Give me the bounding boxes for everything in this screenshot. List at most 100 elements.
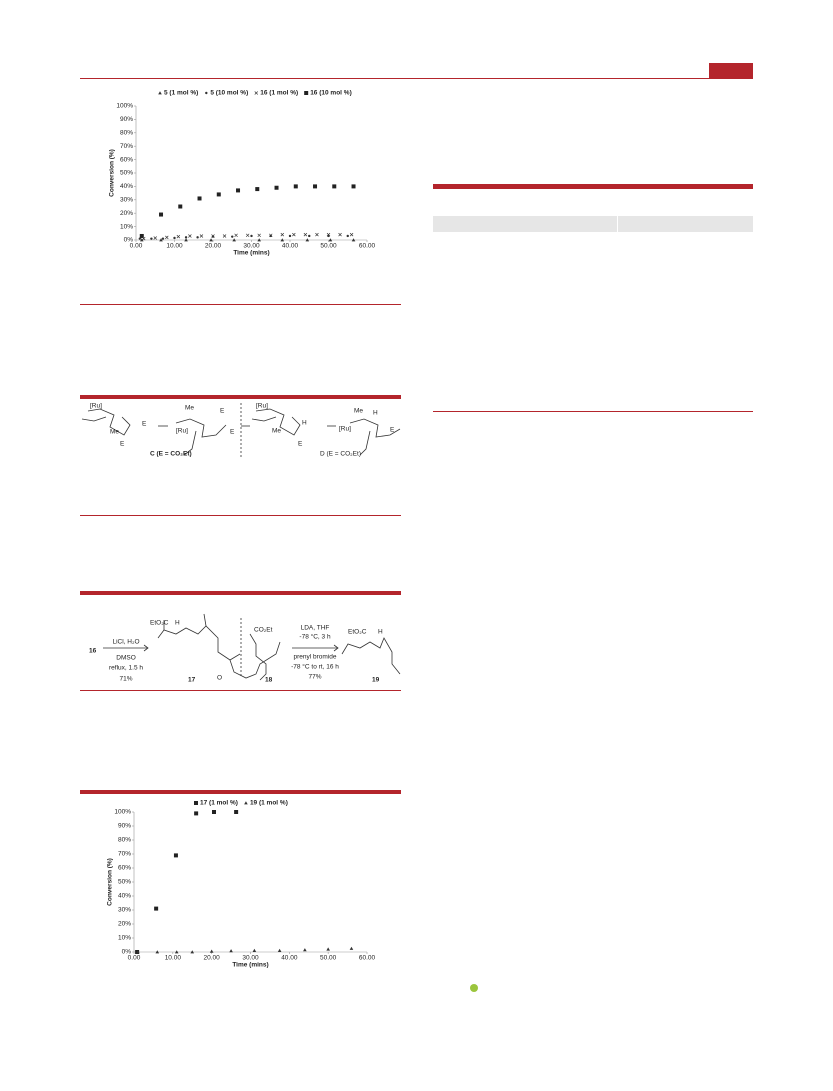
y-tick-label: 0% xyxy=(122,949,132,956)
structure xyxy=(103,613,401,681)
y-tick-label: 100% xyxy=(114,809,131,816)
structure xyxy=(81,403,401,457)
legend-label: 16 (10 mol %) xyxy=(310,90,352,97)
bond xyxy=(251,416,277,422)
x-tick-label: 50.00 xyxy=(320,243,337,250)
y-tick-label: 20% xyxy=(118,921,131,928)
arrow-head xyxy=(143,644,149,652)
data-point xyxy=(222,234,227,238)
legend-marker xyxy=(244,801,248,805)
y-tick-label: 90% xyxy=(120,116,133,123)
data-point xyxy=(349,946,354,950)
bond xyxy=(249,633,267,681)
data-point xyxy=(338,232,342,237)
x-tick-label: 20.00 xyxy=(204,955,221,962)
label: -78 °C to rt, 16 h xyxy=(291,663,339,671)
data-point xyxy=(216,192,221,197)
header-tab xyxy=(709,63,753,78)
data-point xyxy=(236,188,241,193)
label: C (E = CO₂Et) xyxy=(150,451,192,458)
y-tick-label: 30% xyxy=(120,197,133,204)
x-tick-label: 40.00 xyxy=(282,243,299,250)
data-point xyxy=(269,233,273,238)
data-point xyxy=(229,949,233,953)
data-point xyxy=(211,810,216,814)
y-tick-label: 80% xyxy=(118,837,131,844)
data-point xyxy=(178,204,183,209)
y-tick-label: 10% xyxy=(118,935,131,942)
data-point xyxy=(159,212,164,217)
bond xyxy=(203,613,207,627)
label: H xyxy=(302,420,307,427)
data-point xyxy=(257,233,261,238)
figure-rule xyxy=(80,790,401,794)
data-point xyxy=(139,233,144,238)
label: 71% xyxy=(119,676,132,683)
y-tick-label: 70% xyxy=(118,851,131,858)
y-axis-label: Conversion (%) xyxy=(107,858,114,906)
data-point xyxy=(184,238,188,242)
data-point xyxy=(332,184,337,189)
rule xyxy=(80,690,401,691)
y-tick-label: 0% xyxy=(124,237,134,244)
label: 19 xyxy=(372,677,380,684)
data-point xyxy=(277,948,282,952)
rule xyxy=(80,515,401,516)
label: Me xyxy=(272,428,281,435)
scheme: 16 LiCl, H₂O DMSO reflux, 1.5 h 71% EtO₂… xyxy=(89,613,401,684)
data-point xyxy=(274,185,279,190)
label: CO₂Et xyxy=(254,627,273,634)
data-point xyxy=(231,235,234,238)
data-point xyxy=(257,238,261,242)
data-point xyxy=(308,234,311,238)
data-point xyxy=(184,236,188,239)
label: EtO₂C xyxy=(150,620,169,627)
y-tick-label: 40% xyxy=(118,893,131,900)
y-tick-label: 70% xyxy=(120,143,133,150)
x-tick-label: 60.00 xyxy=(359,955,376,962)
data-point xyxy=(328,238,333,242)
table-header-row xyxy=(433,216,753,232)
label: E xyxy=(390,427,395,434)
bond xyxy=(175,418,227,438)
data-point xyxy=(211,234,215,238)
label: DMSO xyxy=(116,655,136,662)
arrow-head xyxy=(333,644,339,652)
legend-marker xyxy=(304,91,309,95)
y-tick-label: 100% xyxy=(116,103,133,110)
data-point xyxy=(197,196,202,201)
bond xyxy=(157,625,241,661)
chart: 0% 10% 20% 30% 40% 50% 60% 70% 80% 90% 100% 0.00 10.… xyxy=(109,90,376,257)
bond xyxy=(255,408,301,436)
data-point xyxy=(139,238,144,242)
data-point xyxy=(194,811,199,816)
rule xyxy=(80,304,401,305)
legend-label: 19 (1 mol %) xyxy=(250,800,288,807)
data-point xyxy=(292,232,296,237)
data-point xyxy=(232,238,236,242)
data-point xyxy=(155,950,160,954)
label: Me xyxy=(185,405,194,412)
y-tick-label: 50% xyxy=(120,170,133,177)
scheme: [Ru] Me E E [Ru] Me E E C (E = CO₂Et) [R… xyxy=(81,403,401,458)
bond xyxy=(349,418,401,438)
x-axis-label: Time (mins) xyxy=(232,962,268,969)
data-point xyxy=(150,237,153,240)
data-point xyxy=(188,234,192,238)
legend-marker xyxy=(194,801,198,805)
label: H xyxy=(175,620,180,627)
data-point xyxy=(173,236,176,240)
data-point xyxy=(165,235,169,240)
x-tick-label: 0.00 xyxy=(128,955,141,962)
y-tick-label: 80% xyxy=(120,130,133,137)
data-point xyxy=(176,234,181,239)
data-point xyxy=(136,950,140,954)
data-point xyxy=(174,950,179,954)
bond xyxy=(81,416,107,422)
label: D (E = CO₂Et) xyxy=(320,451,361,458)
data-point xyxy=(351,238,356,242)
label: 18 xyxy=(265,677,273,684)
data-point xyxy=(234,810,239,814)
label: LDA, THF xyxy=(301,625,330,632)
x-tick-label: 40.00 xyxy=(281,955,298,962)
